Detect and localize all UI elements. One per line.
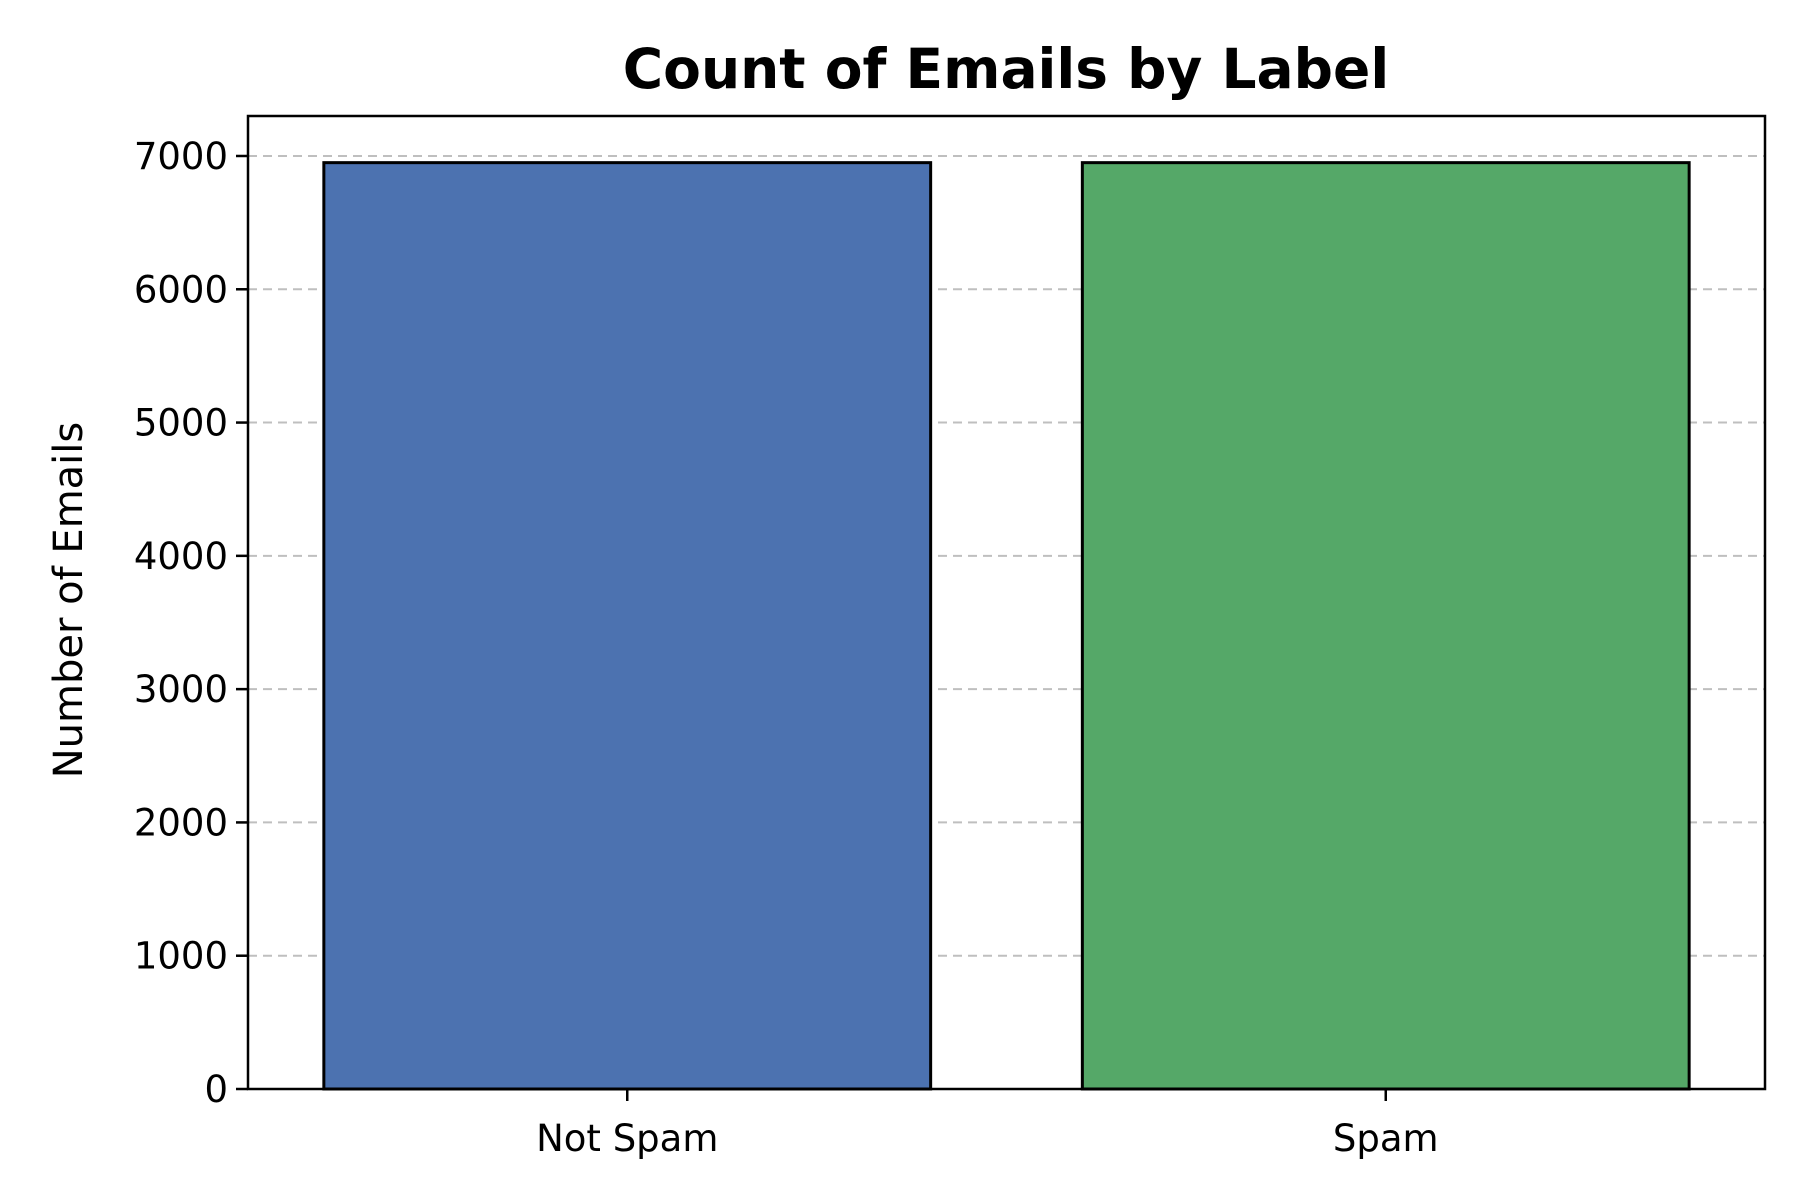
x-axis-ticks: Not Spam Spam bbox=[536, 1089, 1439, 1160]
y-tick-label: 7000 bbox=[134, 135, 228, 178]
chart-title: Count of Emails by Label bbox=[623, 37, 1389, 101]
y-tick-label: 3000 bbox=[134, 668, 228, 711]
x-tick-label: Not Spam bbox=[536, 1117, 718, 1160]
plot-frame bbox=[246, 114, 1767, 1091]
x-tick-label: Spam bbox=[1333, 1117, 1439, 1160]
bars bbox=[322, 161, 1691, 1091]
y-axis-ticks: 0 1000 2000 3000 4000 5000 6000 7000 bbox=[134, 135, 248, 1111]
bar-spam bbox=[1080, 161, 1691, 1091]
y-tick-label: 1000 bbox=[134, 935, 228, 978]
y-tick-label: 6000 bbox=[134, 268, 228, 311]
y-tick-label: 5000 bbox=[134, 402, 228, 445]
y-tick-label: 2000 bbox=[134, 801, 228, 844]
bar-not-spam bbox=[322, 161, 933, 1091]
y-tick-label: 0 bbox=[204, 1068, 228, 1111]
y-tick-label: 4000 bbox=[134, 535, 228, 578]
y-axis-label: Number of Emails bbox=[46, 422, 92, 778]
